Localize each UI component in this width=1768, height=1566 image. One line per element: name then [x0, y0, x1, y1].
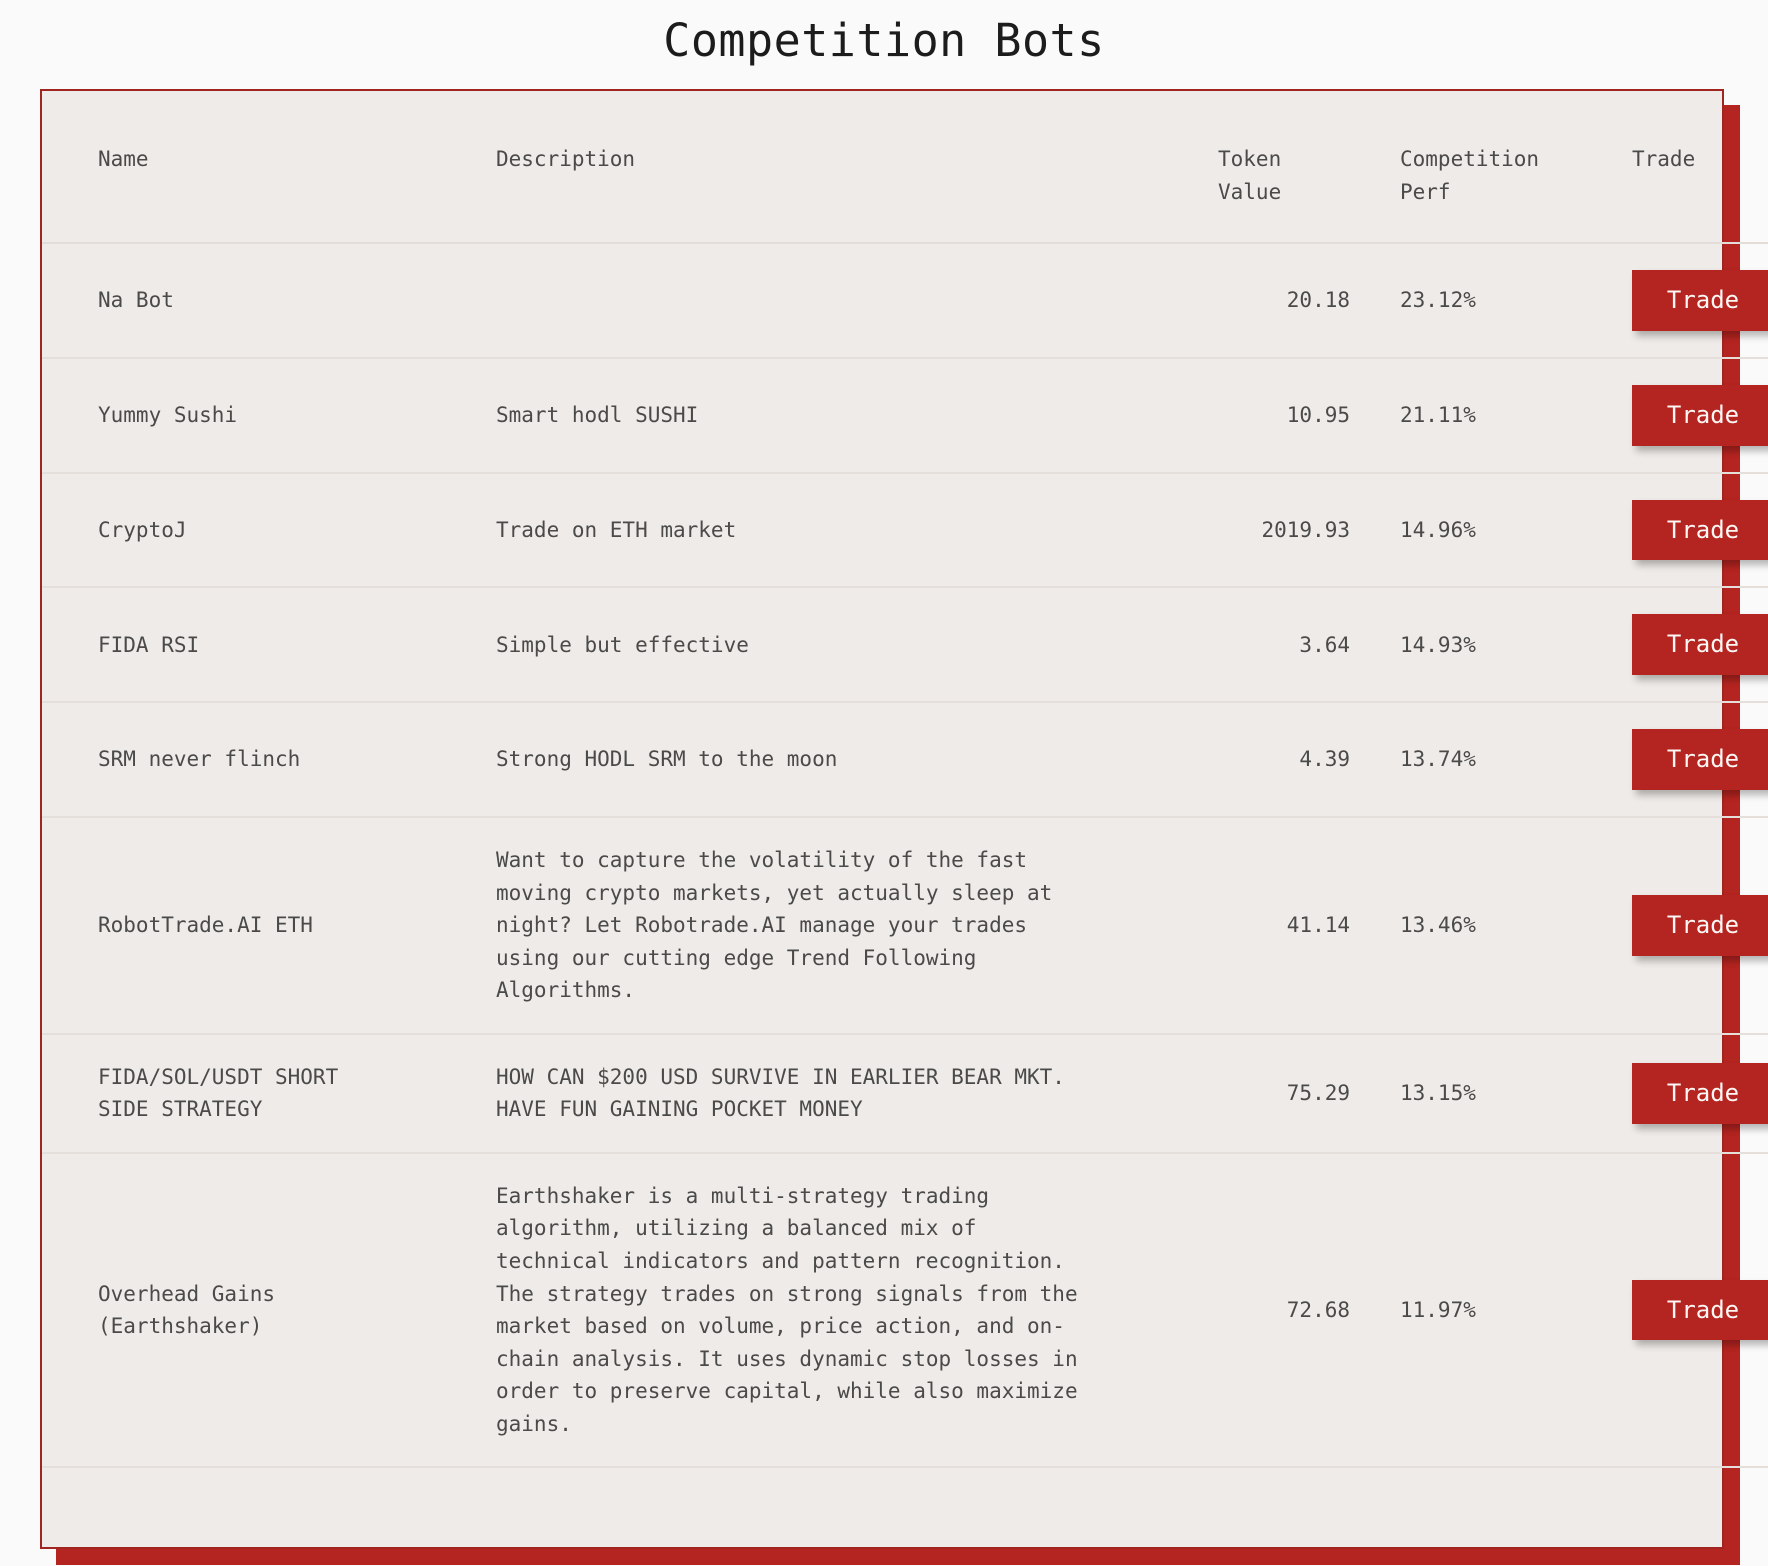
trade-cell: Trade: [1610, 357, 1768, 474]
bot-name: SRM never flinch: [42, 702, 478, 819]
competition-bots-table: Name Description Token Value Competition…: [42, 91, 1768, 1469]
bot-token-value: 4.39: [1196, 702, 1378, 819]
bot-description: Want to capture the volatility of the fa…: [478, 817, 1196, 1035]
page-title: Competition Bots: [663, 14, 1105, 67]
trade-button[interactable]: Trade: [1632, 1062, 1768, 1124]
bot-competition-perf: 13.46%: [1378, 817, 1610, 1035]
trade-cell: Trade: [1610, 1152, 1768, 1469]
trade-button[interactable]: Trade: [1632, 270, 1768, 331]
bot-token-value: 2019.93: [1196, 472, 1378, 589]
trade-cell: Trade: [1610, 587, 1768, 704]
bot-name: Na Bot: [42, 243, 478, 359]
bots-card: Name Description Token Value Competition…: [40, 89, 1768, 1549]
trade-cell: Trade: [1610, 243, 1768, 359]
bot-name: CryptoJ: [42, 472, 478, 589]
table-row: SRM never flinch Strong HODL SRM to the …: [42, 702, 1768, 819]
column-header-trade: Trade: [1610, 91, 1768, 245]
bot-name: RobotTrade.AI ETH: [42, 817, 478, 1035]
trade-cell: Trade: [1610, 817, 1768, 1035]
bot-competition-perf: 14.93%: [1378, 587, 1610, 704]
table-row: FIDA RSI Simple but effective 3.64 14.93…: [42, 587, 1768, 704]
trade-cell: Trade: [1610, 702, 1768, 819]
bot-competition-perf: 21.11%: [1378, 357, 1610, 474]
bot-token-value: 3.64: [1196, 587, 1378, 704]
column-header-competition-perf: Competition Perf: [1378, 91, 1610, 245]
table-row: CryptoJ Trade on ETH market 2019.93 14.9…: [42, 472, 1768, 589]
bot-name: Yummy Sushi: [42, 357, 478, 474]
column-header-description: Description: [478, 91, 1196, 245]
column-header-token-value: Token Value: [1196, 91, 1378, 245]
bot-token-value: 75.29: [1196, 1033, 1378, 1154]
trade-button[interactable]: Trade: [1632, 895, 1768, 956]
bot-token-value: 10.95: [1196, 357, 1378, 474]
bot-name: FIDA/SOL/USDT SHORT SIDE STRATEGY: [42, 1033, 478, 1154]
table-header: Name Description Token Value Competition…: [42, 91, 1768, 245]
table-row: RobotTrade.AI ETH Want to capture the vo…: [42, 817, 1768, 1035]
bot-token-value: 72.68: [1196, 1152, 1378, 1469]
bot-competition-perf: 14.96%: [1378, 472, 1610, 589]
bot-description: [478, 243, 1196, 359]
trade-button[interactable]: Trade: [1632, 384, 1768, 446]
trade-cell: Trade: [1610, 1033, 1768, 1154]
bot-description: Smart hodl SUSHI: [478, 357, 1196, 474]
bot-name: FIDA RSI: [42, 587, 478, 704]
table-header-row: Name Description Token Value Competition…: [42, 91, 1768, 245]
table-body: Na Bot 20.18 23.12% Trade Yummy Sushi Sm…: [42, 243, 1768, 1469]
bot-competition-perf: 11.97%: [1378, 1152, 1610, 1469]
trade-button[interactable]: Trade: [1632, 614, 1768, 676]
bot-competition-perf: 13.15%: [1378, 1033, 1610, 1154]
table-row: Na Bot 20.18 23.12% Trade: [42, 243, 1768, 359]
table-row: FIDA/SOL/USDT SHORT SIDE STRATEGY HOW CA…: [42, 1033, 1768, 1154]
bot-token-value: 41.14: [1196, 817, 1378, 1035]
bot-competition-perf: 23.12%: [1378, 243, 1610, 359]
column-header-name: Name: [42, 91, 478, 245]
bot-description: Strong HODL SRM to the moon: [478, 702, 1196, 819]
table-row: Overhead Gains (Earthshaker) Earthshaker…: [42, 1152, 1768, 1469]
bot-name: Overhead Gains (Earthshaker): [42, 1152, 478, 1469]
bot-description: Trade on ETH market: [478, 472, 1196, 589]
bot-competition-perf: 13.74%: [1378, 702, 1610, 819]
bot-token-value: 20.18: [1196, 243, 1378, 359]
table-row: Yummy Sushi Smart hodl SUSHI 10.95 21.11…: [42, 357, 1768, 474]
trade-button[interactable]: Trade: [1632, 1279, 1768, 1341]
bot-description: Earthshaker is a multi-strategy trading …: [478, 1152, 1196, 1469]
trade-cell: Trade: [1610, 472, 1768, 589]
bot-description: Simple but effective: [478, 587, 1196, 704]
bot-description: HOW CAN $200 USD SURVIVE IN EARLIER BEAR…: [478, 1033, 1196, 1154]
trade-button[interactable]: Trade: [1632, 729, 1768, 791]
trade-button[interactable]: Trade: [1632, 499, 1768, 561]
